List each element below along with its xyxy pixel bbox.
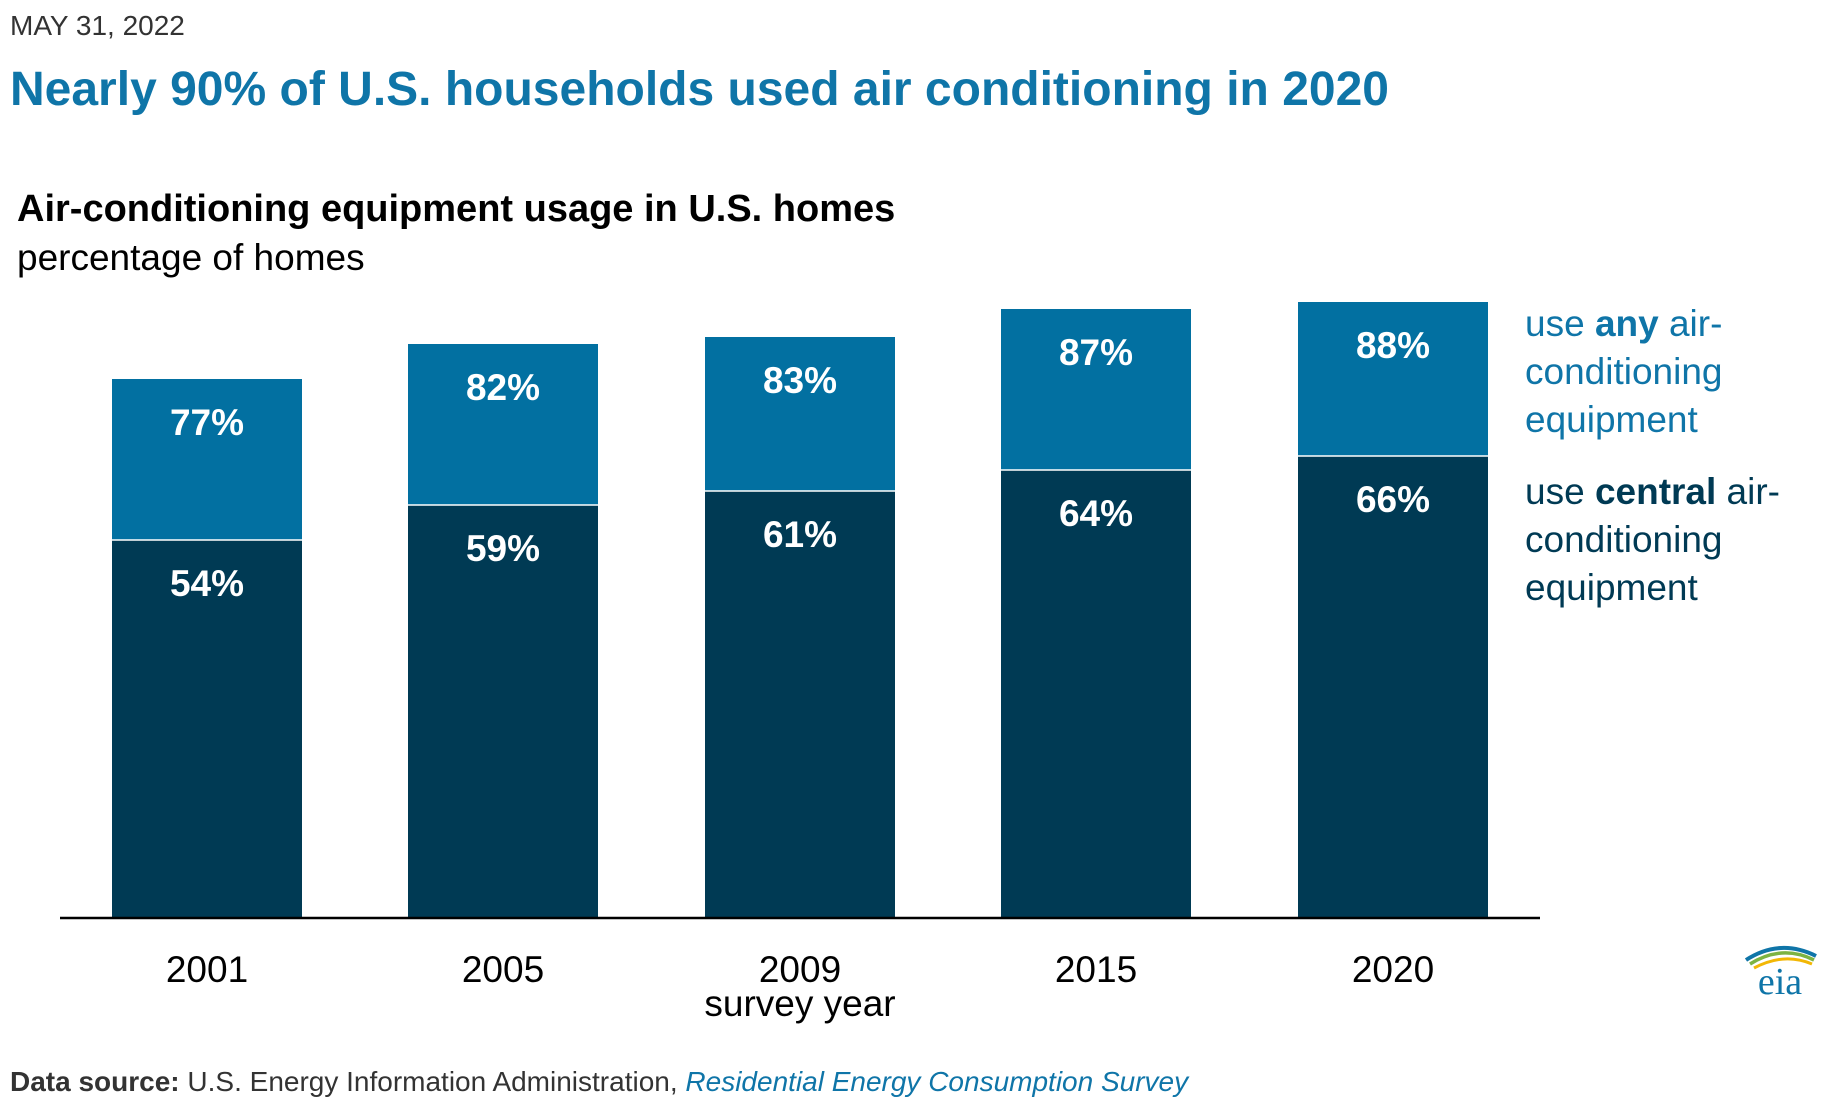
legend-central-prefix: use bbox=[1525, 471, 1595, 512]
x-tick-label-2001: 2001 bbox=[166, 949, 248, 990]
bar-central-2020 bbox=[1298, 456, 1488, 918]
data-source-link[interactable]: Residential Energy Consumption Survey bbox=[685, 1066, 1189, 1097]
data-label-central-2015: 64% bbox=[1059, 493, 1133, 534]
data-label-any-2015: 87% bbox=[1059, 332, 1133, 373]
data-source-text: U.S. Energy Information Administration, bbox=[179, 1066, 686, 1097]
data-label-any-2020: 88% bbox=[1356, 325, 1430, 366]
chart-title: Air-conditioning equipment usage in U.S.… bbox=[17, 188, 896, 230]
legend-central-emphasis: central bbox=[1594, 471, 1717, 512]
bar-central-2001 bbox=[112, 540, 302, 918]
data-label-any-2001: 77% bbox=[170, 402, 244, 443]
bar-chart: 77% 54% 2001 82% 59% 2005 83% 61% 2009 87% 64% 2015… bbox=[60, 302, 1540, 1024]
x-tick-label-2009: 2009 bbox=[759, 949, 841, 990]
x-tick-label-2020: 2020 bbox=[1352, 949, 1434, 990]
bar-central-2005 bbox=[408, 505, 598, 918]
x-tick-label-2015: 2015 bbox=[1055, 949, 1137, 990]
eia-logo-icon: eia bbox=[1744, 945, 1817, 1000]
chart-subtitle: percentage of homes bbox=[17, 237, 365, 278]
data-source-label: Data source: bbox=[10, 1066, 180, 1097]
data-label-central-2001: 54% bbox=[170, 563, 244, 604]
data-label-any-2009: 83% bbox=[763, 360, 837, 401]
data-source: Data source: U.S. Energy Information Adm… bbox=[10, 1066, 1188, 1098]
x-axis-label: survey year bbox=[704, 983, 895, 1024]
data-label-central-2009: 61% bbox=[763, 514, 837, 555]
publication-date: MAY 31, 2022 bbox=[10, 10, 185, 41]
legend-any-emphasis: any bbox=[1594, 303, 1659, 344]
headline: Nearly 90% of U.S. households used air c… bbox=[10, 63, 1389, 116]
legend-central-suffix: air-conditioning equipment bbox=[1525, 471, 1781, 608]
legend-any-suffix: air-conditioning equipment bbox=[1525, 303, 1723, 440]
legend-any-prefix: use bbox=[1525, 303, 1595, 344]
eia-logo-text: eia bbox=[1758, 961, 1802, 1000]
data-label-central-2020: 66% bbox=[1356, 479, 1430, 520]
x-tick-label-2005: 2005 bbox=[462, 949, 544, 990]
bar-central-2009 bbox=[705, 491, 895, 918]
legend-any-ac: use any air-conditioning equipment bbox=[1525, 300, 1820, 444]
data-label-central-2005: 59% bbox=[466, 528, 540, 569]
bar-central-2015 bbox=[1001, 470, 1191, 918]
data-label-any-2005: 82% bbox=[466, 367, 540, 408]
legend-central-ac: use central air-conditioning equipment bbox=[1525, 468, 1825, 612]
